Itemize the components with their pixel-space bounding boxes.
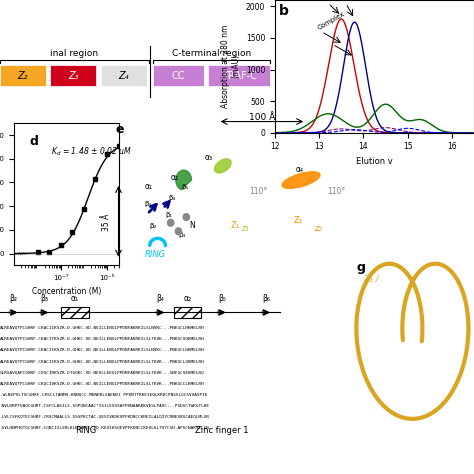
Circle shape — [175, 228, 182, 235]
Text: β₁: β₁ — [165, 212, 173, 218]
Circle shape — [183, 214, 190, 220]
Text: ALREAVQTPCGHRF.CKGCIVKSZR.D.GHKC.VD.NEILLENQLPPDNFAKRKILSLTKVK...PNKGCCLKMELRH: ALREAVQTPCGHRF.CKGCIVKSZR.D.GHKC.VD.NEIL… — [0, 382, 205, 385]
Text: β₃: β₃ — [178, 232, 186, 238]
Text: ALREAVQTPCGHRF.CKACIIKSZR.D.GHKC.VD.NEILLENQLPPDNFAKRKILSLTKVK...PNKGCLQKMELRH: ALREAVQTPCGHRF.CKACIIKSZR.D.GHKC.VD.NEIL… — [0, 359, 205, 363]
Text: α₂: α₂ — [171, 173, 179, 182]
Text: β₃: β₃ — [40, 294, 48, 303]
Text: α₂: α₂ — [183, 294, 192, 303]
Text: β₄: β₄ — [156, 294, 164, 303]
Text: β₃: β₃ — [168, 195, 175, 201]
Text: z₁: z₁ — [241, 224, 249, 233]
Text: β₂: β₂ — [9, 294, 18, 303]
Text: ALREAVQTPCGHRF.CKACIIKSZR.D.GHKC.VD.NEILLENQLPPDNFAKRKILSLNVKC...PNEGCLHKMELRH: ALREAVQTPCGHRF.CKACIIKSZR.D.GHKC.VD.NEIL… — [0, 348, 205, 352]
Text: 44: 44 — [344, 0, 352, 2]
Text: CC: CC — [172, 71, 185, 81]
Text: 110°: 110° — [327, 187, 346, 196]
Text: β₂: β₂ — [150, 223, 157, 229]
Text: ALREAVQTPCGHRF.CKACITKSZR.D.GHKC.VD.NEILLENQLPPDNFAKRKILSLTKVK...PNKGCVQKMELRH: ALREAVQTPCGHRF.CKACITKSZR.D.GHKC.VD.NEIL… — [0, 337, 205, 341]
Text: Z₁: Z₁ — [231, 221, 240, 230]
Bar — [62, 307, 89, 318]
Bar — [50, 65, 96, 86]
Text: Z₂: Z₂ — [293, 216, 302, 225]
Text: RING: RING — [75, 426, 96, 435]
Text: RING: RING — [145, 250, 165, 259]
Bar — [0, 65, 46, 86]
Ellipse shape — [282, 172, 320, 188]
Text: α₄: α₄ — [296, 164, 304, 173]
Text: Z₂: Z₂ — [18, 71, 28, 81]
Text: z₂: z₂ — [314, 224, 322, 233]
Text: N: N — [189, 221, 195, 230]
Text: b: b — [279, 4, 289, 18]
Circle shape — [167, 219, 174, 226]
Text: .NVLRRPFQAQCGHRT.CSFCLASILS.SGPQNCAAC*ISILESSSAFPDNAARKKVESLPAVC...PSDGCTWKGTLKE: .NVLRRPFQAQCGHRT.CSFCLASILS.SGPQNCAAC*IS… — [0, 404, 210, 408]
Text: Complex: Complex — [317, 10, 346, 31]
Text: 158 kD: 158 kD — [300, 0, 325, 2]
Text: TRAF-C: TRAF-C — [222, 71, 257, 81]
Y-axis label: Absorption at 280 nm
(mAU): Absorption at 280 nm (mAU) — [221, 25, 240, 108]
Text: .WLNEPVLTSCGHRF.CRSCLTANMQ.KNNQCC.MDNKRLSAENDI PPDNTTRKEIEQLKRDCPNSSLGCSVVASPIE: .WLNEPVLTSCGHRF.CRSCLTANMQ.KNNQCC.MDNKRL… — [0, 392, 207, 397]
Text: Z₃: Z₃ — [68, 71, 79, 81]
Text: 100 Å: 100 Å — [249, 112, 275, 121]
Bar — [101, 65, 146, 86]
Text: Zinc finger 1: Zinc finger 1 — [195, 426, 248, 435]
Text: g: g — [357, 261, 366, 274]
Text: ALREAVQTPCGHRF.CKACIIKSZR.D.GHKC.VD.NEILLENQLPPDNFAKRKILSLNVKC...PNEGCLHKMELRH: ALREAVQTPCGHRF.CKACIIKSZR.D.GHKC.VD.NEIL… — [0, 326, 205, 330]
Text: C-terminal region: C-terminal region — [172, 49, 252, 58]
Text: GLRSAVQAPCGHRF.CDSCIRKSZR.DTGQKC.VD.NEVLLEEQLPPDNFAKRKILSLTKVK...SNFGCSEKMELRQ: GLRSAVQAPCGHRF.CDSCIRKSZR.DTGQKC.VD.NEVL… — [0, 370, 205, 374]
Text: β₅: β₅ — [181, 183, 188, 190]
Text: β₆: β₆ — [262, 294, 270, 303]
Ellipse shape — [214, 159, 231, 173]
Text: .GVLHNPHQTGCGHRF.CQNCIILSRLKLNTVPIC.VD.KEVIKSQEVPFKDNCCKEVLKLTVYCSH.APGCNAKVZLGR: .GVLHNPHQTGCGHRF.CQNCIILSRLKLNTVPIC.VD.K… — [0, 426, 210, 430]
Text: α₃: α₃ — [205, 153, 213, 162]
Text: β₄: β₄ — [145, 201, 152, 207]
Polygon shape — [176, 170, 191, 190]
Text: $K_d$ = 1.48 ± 0.02 μM: $K_d$ = 1.48 ± 0.02 μM — [51, 145, 131, 157]
Text: Z₁ /: Z₁ / — [363, 274, 379, 283]
Text: e: e — [116, 123, 124, 136]
Text: 35 Å: 35 Å — [102, 213, 110, 231]
Text: d: d — [30, 135, 39, 147]
Bar — [174, 307, 201, 318]
X-axis label: Concentration (M): Concentration (M) — [32, 287, 101, 296]
X-axis label: Elution v: Elution v — [356, 157, 393, 166]
Text: .LVLCSFKQTECGHRF.CRSCMAALLS.SSSPKCTAC.QESIVKDKVPFKDNCCKREILALQIYCRNESRGCAEQLMLGR: .LVLCSFKQTECGHRF.CRSCMAALLS.SSSPKCTAC.QE… — [0, 415, 210, 419]
Text: 110°: 110° — [249, 187, 267, 196]
Text: inal region: inal region — [50, 49, 99, 58]
Text: α₁: α₁ — [145, 182, 153, 191]
Bar — [154, 65, 204, 86]
Text: β₅: β₅ — [218, 294, 226, 303]
Bar — [209, 65, 270, 86]
Text: α₁: α₁ — [71, 294, 79, 303]
Text: Z₄: Z₄ — [118, 71, 129, 81]
